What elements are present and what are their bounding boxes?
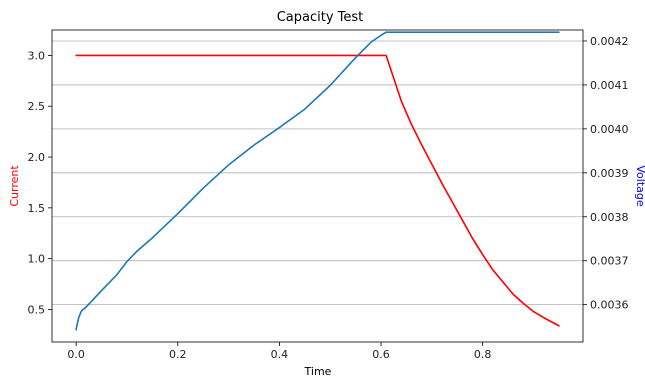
gridlines [52,40,583,306]
y-left-axis: 0.5 1.0 1.5 2.0 2.5 3.0 [28,49,52,316]
y-left-tick-label: 2.0 [28,151,46,164]
series-layer [75,31,560,331]
plot-frame [51,29,584,343]
y-left-tick-label: 1.5 [28,202,46,215]
x-tick-label: 0.2 [169,348,187,361]
y-right-axis-label: Voltage [634,165,645,206]
x-tick-label: 0.4 [271,348,289,361]
y-left-tick-label: 1.0 [28,253,46,266]
y-right-tick-label: 0.0037 [590,255,629,268]
series-line-current [75,54,560,327]
x-tick-label: 0.0 [67,348,85,361]
x-tick-label: 0.8 [474,348,492,361]
x-axis: 0.0 0.2 0.4 0.6 0.8 [67,342,491,361]
series-line-voltage [75,31,560,331]
y-right-axis: 0.0036 0.0037 0.0038 0.0039 0.0040 0.0041 0.00… [583,35,629,312]
y-right-tick-label: 0.0041 [590,79,629,92]
y-right-tick-label: 0.0042 [590,35,629,48]
y-left-tick-label: 3.0 [28,49,46,62]
y-left-tick-label: 0.5 [28,303,46,316]
y-left-axis-label: Current [8,165,21,207]
x-tick-label: 0.6 [372,348,390,361]
y-right-tick-label: 0.0040 [590,123,629,136]
y-right-tick-label: 0.0036 [590,299,629,312]
x-axis-label: Time [304,365,332,378]
y-right-tick-label: 0.0038 [590,211,629,224]
chart-title: Capacity Test [277,10,364,25]
y-right-tick-label: 0.0039 [590,167,629,180]
y-left-tick-label: 2.5 [28,100,46,113]
